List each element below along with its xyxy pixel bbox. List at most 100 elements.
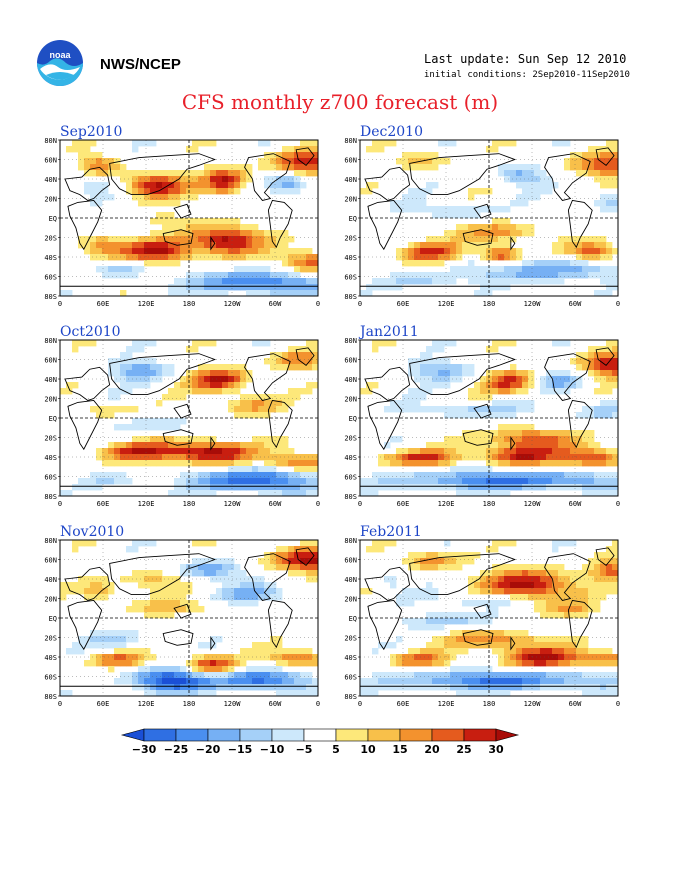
lon-tick-label: 120W	[524, 700, 542, 708]
lon-tick-label: 60W	[269, 700, 282, 708]
panel-title: Jan2011	[360, 324, 419, 340]
lat-tick-label: 80S	[44, 693, 57, 701]
lon-tick-label: 180	[183, 700, 196, 708]
panel-title: Oct2010	[60, 324, 121, 340]
lat-tick-label: 20N	[44, 596, 57, 604]
lat-tick-label: 40N	[44, 176, 57, 184]
lat-tick-label: 60S	[44, 474, 57, 482]
lat-tick-label: EQ	[349, 615, 357, 623]
lat-tick-label: EQ	[349, 415, 357, 423]
colorbar-label: −30	[132, 743, 157, 756]
lat-tick-label: 40S	[44, 254, 57, 262]
lat-tick-label: 60N	[344, 157, 357, 165]
lon-tick-label: 120E	[138, 300, 155, 308]
map-panel-oct2010: Oct2010 80N 60N 40N 20N EQ 20S 40S 60S 80S 0 60E 12…	[26, 324, 326, 524]
lat-tick-label: 80S	[44, 293, 57, 301]
lat-tick-label: 40N	[44, 576, 57, 584]
lat-tick-label: 80N	[44, 137, 57, 145]
lat-tick-label: 60S	[44, 274, 57, 282]
lon-tick-label: 180	[183, 500, 196, 508]
panel-title: Feb2011	[360, 524, 422, 540]
lon-tick-label: 120W	[224, 500, 242, 508]
lon-tick-label: 60W	[569, 500, 582, 508]
page-title: CFS monthly z700 forecast (m)	[181, 90, 499, 114]
lon-tick-label: 0	[358, 300, 362, 308]
colorbar-label: −5	[296, 743, 313, 756]
lon-tick-label: 60W	[569, 700, 582, 708]
lat-tick-label: 40S	[44, 454, 57, 462]
lon-tick-label: 0	[358, 500, 362, 508]
lat-tick-label: 80N	[344, 137, 357, 145]
lat-tick-label: 20N	[44, 196, 57, 204]
lat-tick-label: EQ	[49, 615, 57, 623]
lat-tick-label: 80S	[344, 493, 357, 501]
lon-tick-label: 120E	[138, 500, 155, 508]
lat-tick-label: 80S	[44, 493, 57, 501]
map-panel-feb2011: Feb2011 80N 60N 40N 20N EQ 20S 40S 60S 80S 0 60E 12…	[326, 524, 626, 724]
lon-tick-label: 0	[58, 500, 62, 508]
lat-tick-label: 80N	[344, 537, 357, 545]
lon-tick-label: 60W	[269, 300, 282, 308]
lon-tick-label: 60E	[97, 300, 110, 308]
lat-tick-label: 20S	[44, 435, 57, 443]
lat-tick-label: 20S	[344, 635, 357, 643]
lat-tick-label: 60S	[44, 674, 57, 682]
lat-tick-label: 40N	[344, 176, 357, 184]
map-panel-jan2011: Jan2011 80N 60N 40N 20N EQ 20S 40S 60S 80S 0 60E 12…	[326, 324, 626, 524]
colorbar-label: 25	[456, 743, 471, 756]
colorbar-swatch	[495, 728, 520, 742]
map-panel-sep2010: Sep2010 80N 60N 40N 20N EQ 20S 40S 60S 80S 0 60E 12…	[26, 124, 326, 324]
lat-tick-label: 20S	[344, 235, 357, 243]
org-name: NWS/NCEP	[100, 56, 181, 73]
lat-tick-label: 60N	[44, 157, 57, 165]
lat-tick-label: 40N	[344, 576, 357, 584]
colorbar-swatch	[399, 728, 433, 742]
lon-tick-label: 120W	[224, 300, 242, 308]
lat-tick-label: 20N	[344, 396, 357, 404]
lat-tick-label: 80S	[344, 293, 357, 301]
lon-tick-label: 180	[483, 700, 496, 708]
lon-tick-label: 0	[316, 500, 320, 508]
colorbar-swatch	[431, 728, 465, 742]
lat-tick-label: 20S	[44, 235, 57, 243]
lon-tick-label: 180	[183, 300, 196, 308]
colorbar-swatch	[335, 728, 369, 742]
colorbar-label: −15	[228, 743, 253, 756]
initial-conditions: initial conditions: 2Sep2010-11Sep2010	[424, 70, 630, 80]
lon-tick-label: 120E	[438, 300, 455, 308]
colorbar-swatch	[143, 728, 177, 742]
colorbar-swatch	[207, 728, 241, 742]
last-update: Last update: Sun Sep 12 2010	[424, 52, 627, 66]
lat-tick-label: 60N	[44, 357, 57, 365]
lon-tick-label: 120W	[224, 700, 242, 708]
lon-tick-label: 120W	[524, 300, 542, 308]
lon-tick-label: 0	[616, 700, 620, 708]
lon-tick-label: 120E	[438, 700, 455, 708]
panel-title: Dec2010	[360, 124, 423, 140]
colorbar-swatch	[175, 728, 209, 742]
lat-tick-label: 40N	[44, 376, 57, 384]
lon-tick-label: 60E	[397, 500, 410, 508]
colorbar-label: −20	[196, 743, 221, 756]
color-legend: −30 −25 −20 −15 −10 −5 5 10 15 20 25 30	[118, 727, 568, 763]
colorbar-label: 30	[488, 743, 504, 756]
lon-tick-label: 120E	[138, 700, 155, 708]
lat-tick-label: 40S	[344, 654, 357, 662]
colorbar-swatch	[367, 728, 401, 742]
noaa-logo: noaa	[36, 39, 84, 87]
lon-tick-label: 60W	[269, 500, 282, 508]
logo-text: noaa	[49, 50, 71, 60]
lat-tick-label: 40S	[44, 654, 57, 662]
colorbar-label: −25	[164, 743, 189, 756]
lon-tick-label: 60E	[97, 500, 110, 508]
lat-tick-label: 20S	[344, 435, 357, 443]
colorbar-label: 20	[424, 743, 440, 756]
colorbar-swatch	[120, 728, 145, 742]
colorbar-label: 5	[332, 743, 340, 756]
lon-tick-label: 60E	[97, 700, 110, 708]
lon-tick-label: 0	[316, 700, 320, 708]
